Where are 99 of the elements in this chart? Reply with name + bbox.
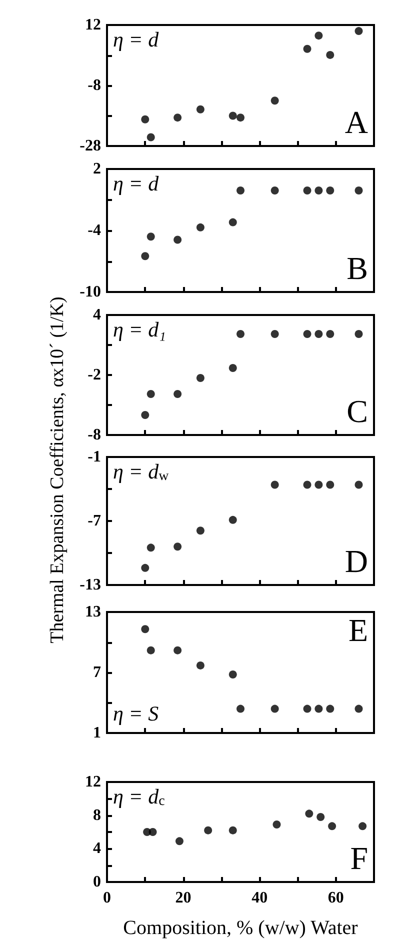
- y-tick-label: 1: [93, 724, 101, 742]
- point: [314, 480, 323, 489]
- point: [141, 625, 150, 634]
- point: [141, 252, 150, 260]
- point: [314, 186, 323, 195]
- y-tick-label: 12: [85, 774, 101, 790]
- point: [354, 330, 363, 338]
- annotation: D: [344, 543, 368, 579]
- annotation: η = dw: [113, 460, 170, 484]
- y-tick-label: 12: [85, 16, 101, 34]
- point: [196, 661, 204, 670]
- point: [354, 186, 363, 195]
- annotation: η = dc: [113, 784, 165, 809]
- point: [270, 96, 279, 105]
- point: [174, 114, 182, 122]
- y-tick-label: 2: [93, 160, 101, 178]
- point: [174, 646, 182, 654]
- point: [146, 133, 155, 142]
- point: [204, 826, 212, 834]
- y-axis-title: Thermal Expansion Coefficients, αx10´ (1/K): [47, 296, 69, 644]
- point: [326, 186, 334, 195]
- y-tick-label: 13: [85, 604, 101, 620]
- y-tick-label: -2: [88, 366, 101, 384]
- point: [270, 704, 279, 713]
- point: [303, 480, 312, 489]
- point: [303, 330, 312, 338]
- point: [228, 112, 237, 120]
- point: [148, 828, 157, 836]
- point: [270, 480, 279, 489]
- point: [272, 820, 281, 828]
- point: [328, 822, 336, 830]
- point: [196, 374, 204, 382]
- point: [174, 236, 182, 244]
- x-axis-title: Composition, % (w/w) Water: [123, 917, 358, 939]
- point: [305, 810, 314, 818]
- point: [314, 330, 323, 338]
- point: [141, 115, 150, 124]
- point: [196, 223, 204, 232]
- point: [175, 837, 184, 846]
- point: [270, 186, 279, 195]
- y-tick-label: 0: [93, 874, 101, 890]
- point: [228, 516, 237, 524]
- point: [146, 232, 155, 241]
- point: [236, 330, 244, 338]
- x-tick-label: 60: [328, 890, 344, 906]
- y-tick-label: -10: [80, 284, 101, 300]
- point: [141, 564, 150, 572]
- point: [228, 670, 237, 679]
- y-tick-label: 7: [93, 664, 101, 681]
- point: [316, 813, 325, 821]
- annotation: E: [348, 612, 368, 648]
- point: [174, 542, 182, 551]
- y-tick-label: -8: [88, 426, 101, 444]
- point: [354, 704, 363, 713]
- point: [236, 186, 244, 195]
- x-tick-label: 20: [175, 890, 192, 906]
- y-tick-label: 4: [93, 840, 101, 858]
- annotation: B: [346, 250, 368, 286]
- annotation: η = d: [113, 28, 160, 52]
- point: [236, 704, 244, 713]
- point: [228, 364, 237, 372]
- y-tick-label: -13: [80, 576, 101, 594]
- point: [174, 390, 182, 398]
- y-tick-label: -4: [88, 222, 101, 239]
- y-tick-label: -1: [88, 448, 101, 466]
- point: [236, 114, 244, 122]
- annotation: η = d₁: [113, 318, 166, 342]
- point: [303, 44, 312, 53]
- point: [326, 704, 334, 713]
- point: [303, 186, 312, 195]
- y-tick-label: -7: [88, 512, 101, 530]
- point: [146, 646, 155, 654]
- point: [228, 218, 237, 226]
- x-tick-label: 40: [252, 890, 268, 906]
- point: [326, 480, 334, 489]
- y-tick-label: 8: [93, 806, 101, 824]
- annotation: F: [350, 840, 368, 876]
- point: [303, 704, 312, 713]
- y-tick-label: -8: [88, 77, 101, 94]
- point: [146, 390, 155, 398]
- point: [354, 27, 363, 36]
- point: [196, 526, 204, 535]
- point: [314, 704, 323, 713]
- point: [270, 330, 279, 338]
- annotation: η = d: [113, 172, 160, 196]
- annotation: A: [344, 104, 368, 140]
- point: [326, 50, 334, 59]
- point: [141, 411, 150, 419]
- point: [354, 480, 363, 489]
- y-tick-label: 4: [93, 306, 101, 324]
- annotation: η = S: [113, 702, 160, 726]
- point: [326, 330, 334, 338]
- point: [314, 32, 323, 40]
- point: [196, 105, 204, 114]
- annotation: C: [346, 393, 368, 429]
- point: [146, 544, 155, 552]
- point: [358, 822, 367, 830]
- point: [228, 826, 237, 834]
- y-tick-label: -28: [80, 138, 101, 154]
